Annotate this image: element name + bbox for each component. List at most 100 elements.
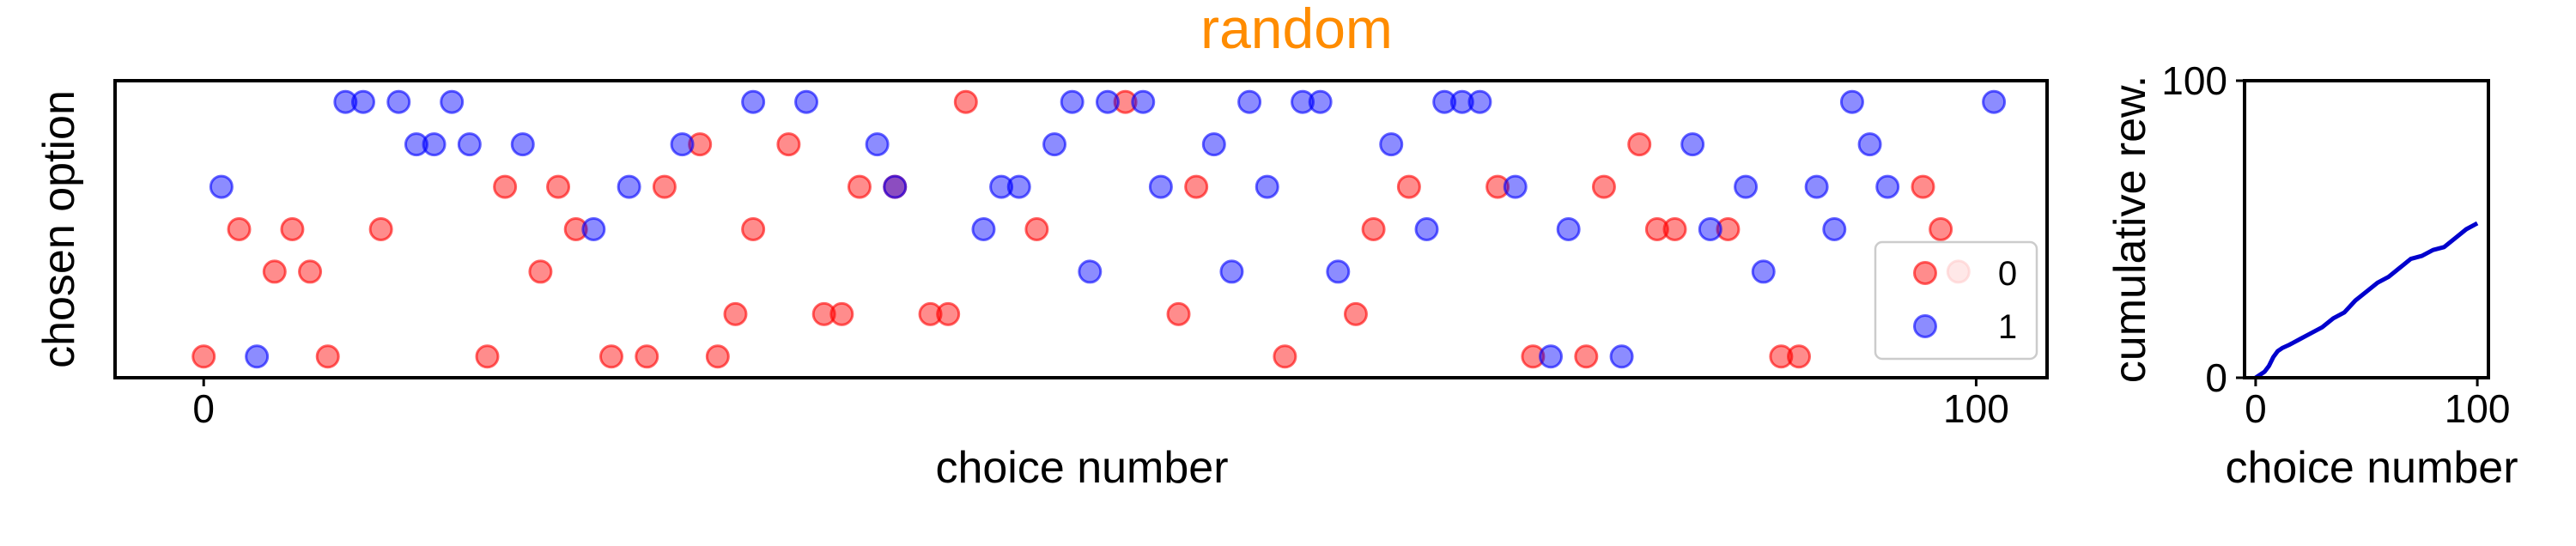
choice-point-0-8 — [493, 174, 518, 199]
cumulative-plot-frame — [2243, 79, 2490, 379]
choice-point-1-50 — [1875, 174, 1900, 199]
choice-point-1-47 — [1822, 217, 1847, 241]
choice-point-0-10 — [546, 174, 571, 199]
cumulative-x-tick-label-100: 100 — [2445, 386, 2511, 431]
choice-point-0-30 — [1184, 174, 1209, 199]
choice-point-0-27 — [1024, 217, 1049, 241]
choice-point-1-37 — [1467, 89, 1492, 114]
choice-point-0-20 — [811, 301, 836, 326]
choice-point-1-15 — [865, 132, 890, 157]
legend: 0 1 — [1874, 240, 2038, 361]
choice-point-1-39 — [1539, 344, 1564, 369]
choice-point-1-46 — [1804, 174, 1829, 199]
choice-point-1-17 — [971, 217, 996, 241]
choice-point-0-12 — [598, 344, 623, 369]
choice-point-1-24 — [1131, 89, 1156, 114]
choice-point-0-40 — [1644, 217, 1669, 241]
choice-y-axis-label: chosen option — [34, 90, 84, 368]
choice-point-1-40 — [1556, 217, 1581, 241]
choice-point-1-30 — [1291, 89, 1315, 114]
choice-point-1-45 — [1751, 259, 1776, 284]
choice-point-1-48 — [1839, 89, 1864, 114]
choice-x-tick-label-0: 0 — [192, 386, 215, 431]
choice-point-0-43 — [1769, 344, 1794, 369]
choice-point-0-7 — [475, 344, 500, 369]
cumulative-y-axis-label: cumulative rew. — [2105, 76, 2155, 383]
choice-point-0-4 — [298, 259, 323, 284]
choice-point-0-36 — [1521, 344, 1546, 369]
choice-point-1-21 — [1060, 89, 1084, 114]
choice-point-1-23 — [1095, 89, 1120, 114]
choice-x-tick-label-100: 100 — [1943, 386, 2009, 431]
choice-point-0-37 — [1574, 344, 1599, 369]
choice-point-1-36 — [1449, 89, 1474, 114]
choice-point-0-41 — [1662, 217, 1687, 241]
choice-point-0-17 — [723, 301, 748, 326]
cumulative-ticks: 0 100 0 100 — [2161, 58, 2510, 431]
choice-point-1-10 — [581, 217, 606, 241]
choice-point-1-41 — [1609, 344, 1634, 369]
choice-point-0-0 — [191, 344, 216, 369]
choice-point-0-1 — [227, 217, 252, 241]
choice-point-1-51 — [1982, 89, 2007, 114]
choice-points — [191, 89, 2007, 369]
choice-point-1-27 — [1219, 259, 1244, 284]
choice-point-0-21 — [829, 301, 854, 326]
choice-point-1-13 — [741, 89, 766, 114]
cumulative-y-tick-label-100: 100 — [2161, 58, 2227, 103]
choice-point-0-29 — [1166, 301, 1191, 326]
choice-point-1-14 — [794, 89, 819, 114]
choice-point-0-18 — [741, 217, 766, 241]
choice-point-1-4 — [386, 89, 411, 114]
choice-x-ticks: 0 100 — [192, 378, 2009, 431]
choice-point-0-32 — [1343, 301, 1368, 326]
choice-point-1-12 — [670, 132, 695, 157]
choice-point-0-9 — [528, 259, 553, 284]
choice-point-1-42 — [1680, 132, 1705, 157]
choice-point-0-25 — [936, 301, 961, 326]
legend-label-1: 1 — [1998, 308, 2017, 346]
choice-point-1-3 — [350, 89, 375, 114]
choice-point-0-33 — [1361, 217, 1386, 241]
choice-point-0-34 — [1396, 174, 1421, 199]
choice-point-1-11 — [617, 174, 641, 199]
choice-point-0-24 — [918, 301, 943, 326]
choice-point-0-44 — [1787, 344, 1812, 369]
choice-point-0-5 — [315, 344, 340, 369]
legend-marker-0 — [1913, 261, 1937, 285]
choice-point-0-26 — [953, 89, 978, 114]
choice-point-1-44 — [1734, 174, 1759, 199]
choice-point-0-39 — [1627, 132, 1652, 157]
choice-point-1-8 — [457, 132, 482, 157]
choice-point-0-2 — [262, 259, 287, 284]
cumulative-x-axis-label: choice number — [2225, 443, 2518, 493]
choice-point-1-31 — [1308, 89, 1333, 114]
choice-x-axis-label: choice number — [935, 443, 1228, 493]
chart-title: random — [1200, 0, 1393, 60]
choice-point-1-20 — [1042, 132, 1067, 157]
choice-point-1-5 — [404, 132, 428, 157]
choice-point-0-13 — [635, 344, 659, 369]
choice-point-1-18 — [989, 174, 1014, 199]
legend-marker-1 — [1913, 314, 1937, 338]
choice-point-1-43 — [1698, 217, 1722, 241]
choice-point-0-45 — [1911, 174, 1935, 199]
choice-point-0-6 — [368, 217, 393, 241]
choice-point-0-35 — [1485, 174, 1510, 199]
choice-point-1-1 — [245, 344, 270, 369]
choice-point-1-22 — [1078, 259, 1103, 284]
choice-point-0-14 — [652, 174, 677, 199]
choice-point-1-2 — [333, 89, 358, 114]
choice-scatter-panel: 0 100 choice number chosen option 0 1 — [34, 79, 2049, 493]
choice-point-1-29 — [1255, 174, 1279, 199]
choice-point-0-16 — [705, 344, 730, 369]
legend-label-0: 0 — [1998, 255, 2017, 293]
choice-point-1-25 — [1148, 174, 1173, 199]
choice-point-1-33 — [1379, 132, 1404, 157]
choice-point-1-0 — [209, 174, 234, 199]
choice-point-0-19 — [776, 132, 801, 157]
choice-point-0-3 — [280, 217, 305, 241]
cumulative-x-tick-label-0: 0 — [2245, 386, 2267, 431]
choice-point-0-42 — [1716, 217, 1741, 241]
